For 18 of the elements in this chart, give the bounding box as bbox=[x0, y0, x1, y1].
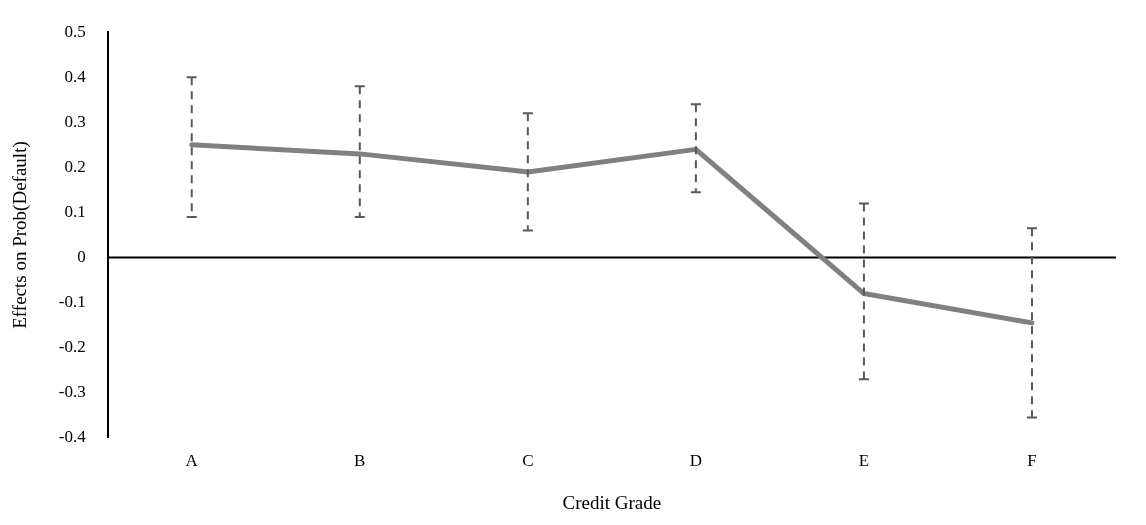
y-axis-title: Effects on Prob(Default) bbox=[9, 141, 32, 329]
y-tick-label: 0.4 bbox=[64, 66, 87, 86]
y-tick-label: 0.5 bbox=[64, 21, 86, 41]
y-tick-label: -0.2 bbox=[58, 337, 86, 357]
y-tick-label: -0.4 bbox=[58, 427, 87, 447]
x-tick-label: E bbox=[858, 451, 870, 471]
y-tick-label: 0 bbox=[77, 247, 86, 266]
y-tick-label: 0.3 bbox=[64, 111, 86, 131]
y-tick-label: 0.1 bbox=[64, 201, 86, 221]
x-tick-label: D bbox=[689, 451, 703, 471]
y-tick-label: -0.3 bbox=[58, 382, 86, 402]
x-tick-label: F bbox=[1027, 451, 1037, 471]
x-axis-title: Credit Grade bbox=[562, 491, 662, 513]
x-tick-label: C bbox=[522, 451, 534, 471]
x-tick-label: B bbox=[354, 451, 366, 471]
x-tick-label: A bbox=[185, 451, 199, 471]
y-tick-label: 0.2 bbox=[64, 156, 86, 176]
y-tick-label: -0.1 bbox=[58, 292, 86, 312]
